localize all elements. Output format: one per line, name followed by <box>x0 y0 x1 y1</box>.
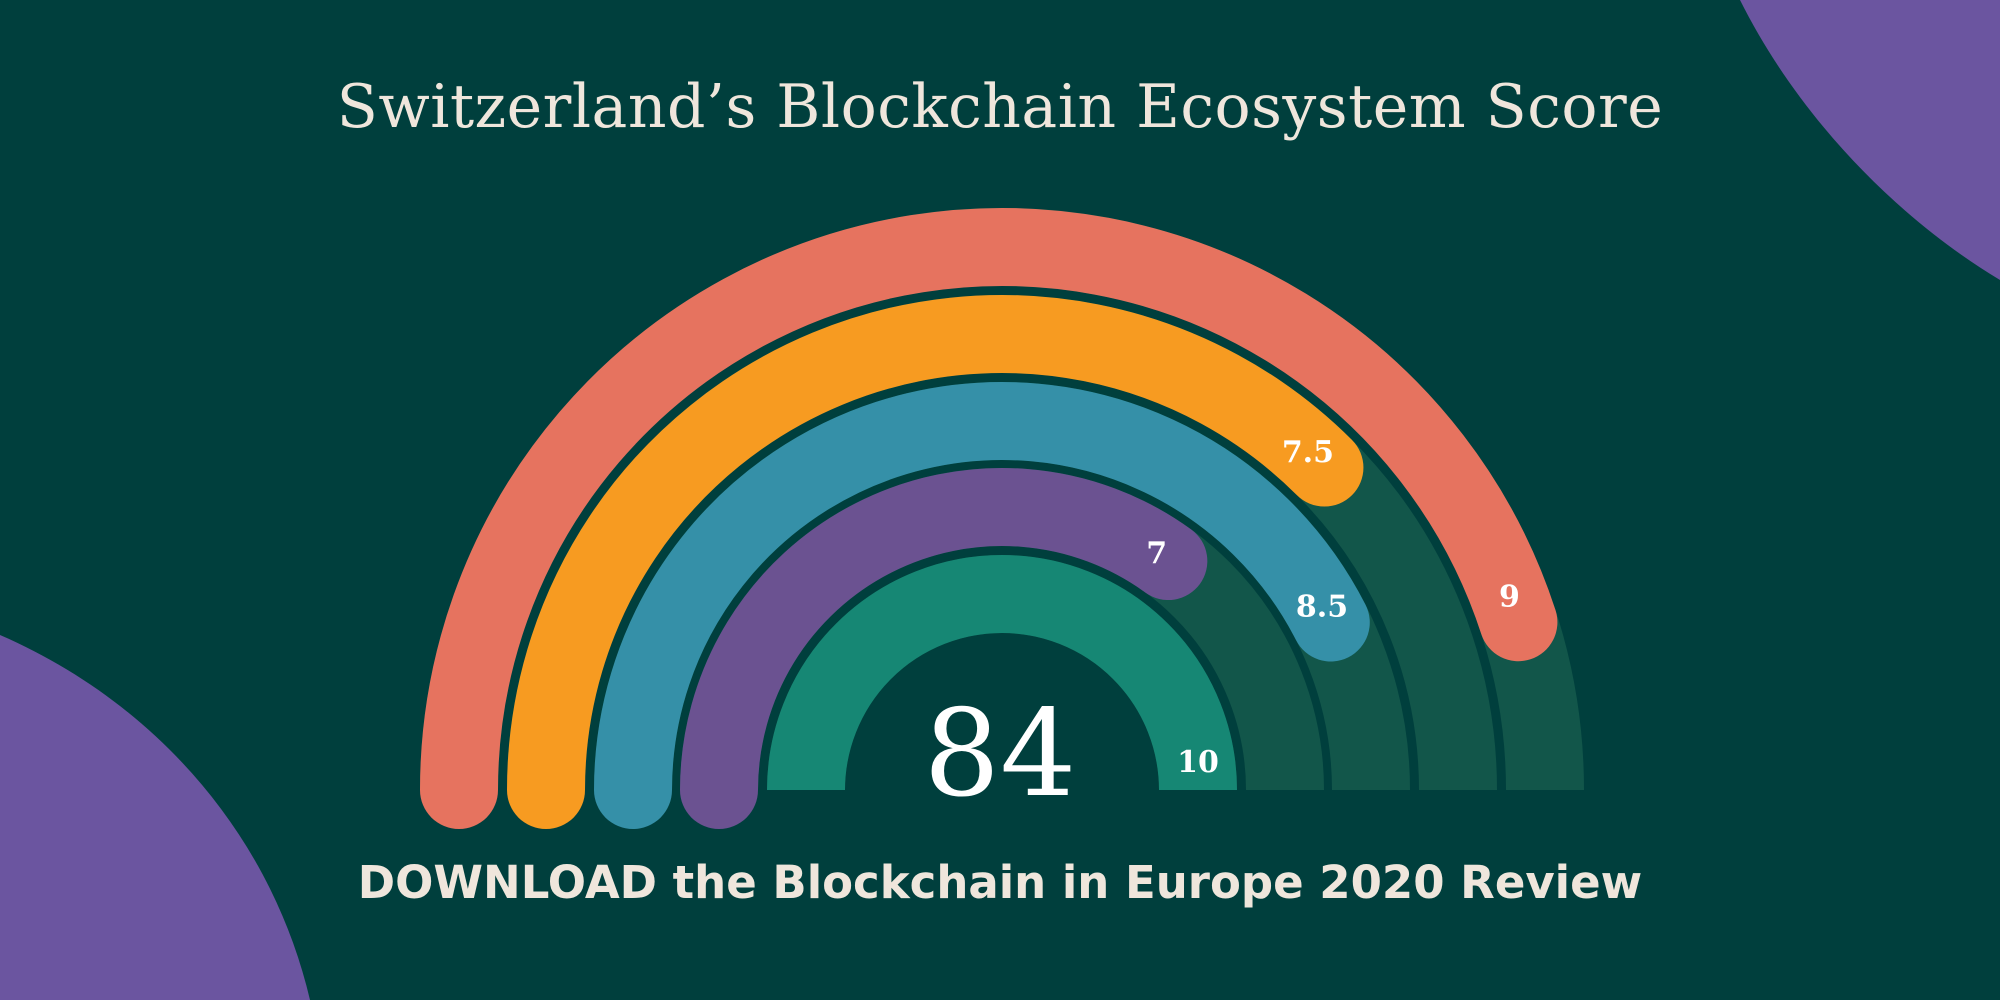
ring-bar <box>680 468 1208 829</box>
ring-value-label: 7 <box>1146 536 1167 571</box>
radial-bars: 9 7.5 8.5 7 10 <box>420 208 1584 829</box>
download-cta[interactable]: DOWNLOAD the Blockchain in Europe 2020 R… <box>357 856 1643 909</box>
ring-value-label: 7.5 <box>1282 435 1334 470</box>
page-title: Switzerland’s Blockchain Ecosystem Score <box>336 72 1664 142</box>
ring-value-label: 10 <box>1177 745 1219 780</box>
total-score: 84 <box>923 685 1077 824</box>
decor-blob-bottom-left <box>0 635 310 1000</box>
ring-bar <box>767 555 1237 791</box>
ring-bar <box>420 208 1558 829</box>
decor-blob-top-right <box>1740 0 2000 280</box>
ring-value-label: 9 <box>1499 580 1520 615</box>
ring-value-label: 8.5 <box>1296 589 1348 624</box>
ring-bar <box>507 295 1364 829</box>
ring-bar <box>594 382 1370 829</box>
